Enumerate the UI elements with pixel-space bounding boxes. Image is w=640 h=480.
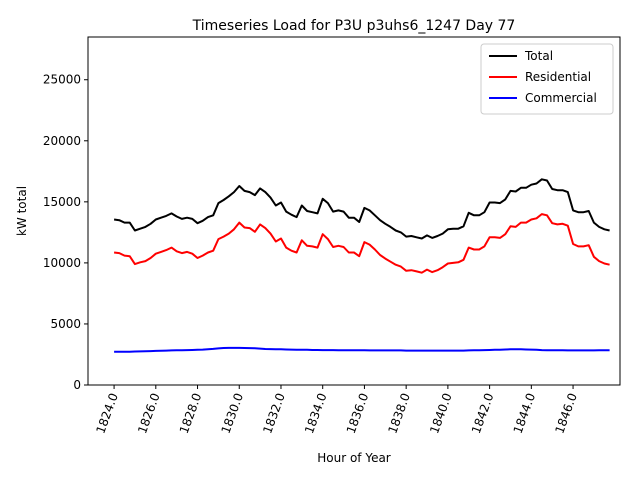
y-tick-label: 0 — [73, 378, 81, 392]
legend-label-total: Total — [524, 49, 553, 63]
y-tick-label: 25000 — [43, 73, 81, 87]
legend-label-commercial: Commercial — [525, 91, 597, 105]
y-tick-label: 20000 — [43, 134, 81, 148]
y-tick-label: 5000 — [50, 317, 81, 331]
plot-frame — [87, 36, 621, 386]
series-line-commercial — [114, 346, 610, 353]
legend-box — [480, 43, 614, 115]
series-line-total — [113, 178, 610, 240]
x-axis-label: Hour of Year — [317, 451, 391, 465]
legend: Total Residential Commercial — [480, 43, 614, 115]
y-tick-label: 15000 — [43, 195, 81, 209]
series-layer — [113, 178, 610, 353]
chart-title: Timeseries Load for P3U p3uhs6_1247 Day … — [192, 18, 516, 34]
legend-label-residential: Residential — [525, 70, 591, 84]
y-tick-label: 10000 — [43, 256, 81, 270]
y-axis-label: kW total — [15, 186, 29, 236]
series-line-residential — [113, 213, 610, 274]
y-axis: 0 5000 10000 15000 20000 25000 — [43, 73, 88, 392]
